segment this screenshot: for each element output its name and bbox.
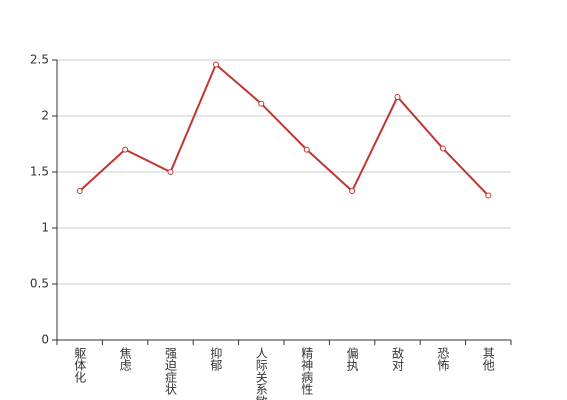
y-tick-label: 1: [41, 221, 49, 235]
x-tick-label: 抑郁: [209, 346, 223, 372]
y-tick-label: 2.5: [30, 53, 49, 67]
x-tick-label: 恐怖: [436, 347, 450, 371]
x-tick-label: 敌对: [391, 346, 405, 371]
point: [167, 169, 174, 175]
point: [122, 146, 129, 153]
line: [79, 62, 490, 197]
point: [349, 188, 356, 195]
point: [394, 93, 401, 100]
x-tick-label: 精神病性: [300, 347, 314, 396]
x-tick-label: 人际关系敏感: [254, 347, 268, 400]
x-tick-label: 其他: [481, 347, 495, 371]
y-tick-label: 2: [41, 109, 49, 123]
point: [212, 61, 219, 68]
y-tick-label: 0.5: [30, 277, 49, 291]
point: [485, 192, 492, 199]
point: [439, 145, 446, 152]
point: [76, 188, 83, 195]
y-tick-label: 0: [41, 333, 49, 347]
x-tick-label: 强迫症状: [164, 347, 178, 395]
x-tick-label: 偏执: [345, 346, 359, 372]
point: [258, 100, 265, 107]
x-tick-label: 焦虑: [118, 347, 132, 371]
y-tick-label: 1.5: [30, 165, 49, 179]
point: [303, 146, 310, 153]
x-tick-label: 躯体化: [73, 346, 87, 384]
